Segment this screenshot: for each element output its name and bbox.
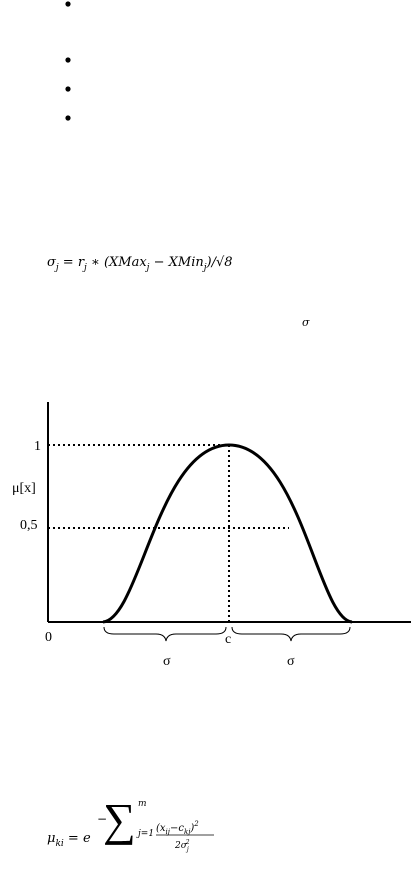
formula-part: − XMin xyxy=(149,255,203,270)
y-half-label: 0,5 xyxy=(20,518,38,533)
formula-sub: j xyxy=(185,846,189,853)
formula-part: = e xyxy=(64,831,91,846)
formula-sub: ki xyxy=(55,839,63,849)
brace xyxy=(103,626,227,642)
formula-sub: j xyxy=(82,263,87,273)
bullet xyxy=(65,1,71,7)
formula-sub: j xyxy=(145,263,150,273)
sum-symbol: ∑ xyxy=(103,794,136,845)
formula-part: ∗ (XMax xyxy=(87,255,147,270)
formula-part: μ xyxy=(47,831,55,846)
formula-part: μki = e xyxy=(47,831,91,849)
formula-part: σ xyxy=(47,255,57,270)
formula-part: (xij−ckj)2 xyxy=(156,820,199,836)
formula-sub: j xyxy=(54,263,59,273)
formula-part: 2σ xyxy=(174,841,188,851)
gaussian-curve xyxy=(102,443,353,624)
formula-sub: j xyxy=(202,263,207,273)
bullet xyxy=(65,86,71,92)
center-label: c xyxy=(225,632,231,647)
origin-label: 0 xyxy=(45,630,52,645)
formula-sub: ij xyxy=(166,828,171,836)
formula-sup: 2 xyxy=(193,820,199,828)
membership-figure: 1 μ[x] 0,5 0 c σ σ xyxy=(12,402,411,669)
formula-sup: 2 xyxy=(185,839,190,846)
y-axis-label: μ[x] xyxy=(12,481,36,496)
brace xyxy=(231,626,351,642)
formula-sub: kj xyxy=(184,828,191,836)
bullet xyxy=(65,57,71,63)
bullets xyxy=(65,1,71,121)
formula-part: ) xyxy=(189,823,194,834)
formula-part: )/√8 xyxy=(206,255,233,270)
formula-part: − xyxy=(97,812,107,826)
formula-part: −c xyxy=(170,823,184,834)
formula-sub: m xyxy=(138,799,147,809)
formula-membership: μki = e − ∑ m j=1 (xij−ckj)2 2σj2 xyxy=(47,794,214,853)
width-label: σ xyxy=(287,654,295,669)
bullet xyxy=(65,115,71,121)
formula-part: 2σj2 xyxy=(174,839,190,853)
formula-sigma: σj = rj ∗ (XMaxj − XMinj)/√8 xyxy=(47,255,233,273)
formula-part: (x xyxy=(156,823,166,834)
sigma-note: σ xyxy=(302,316,310,329)
y-top-label: 1 xyxy=(34,439,41,454)
formula-sub: j=1 xyxy=(136,829,154,839)
width-label: σ xyxy=(163,654,171,669)
formula-part: = r xyxy=(59,255,85,270)
